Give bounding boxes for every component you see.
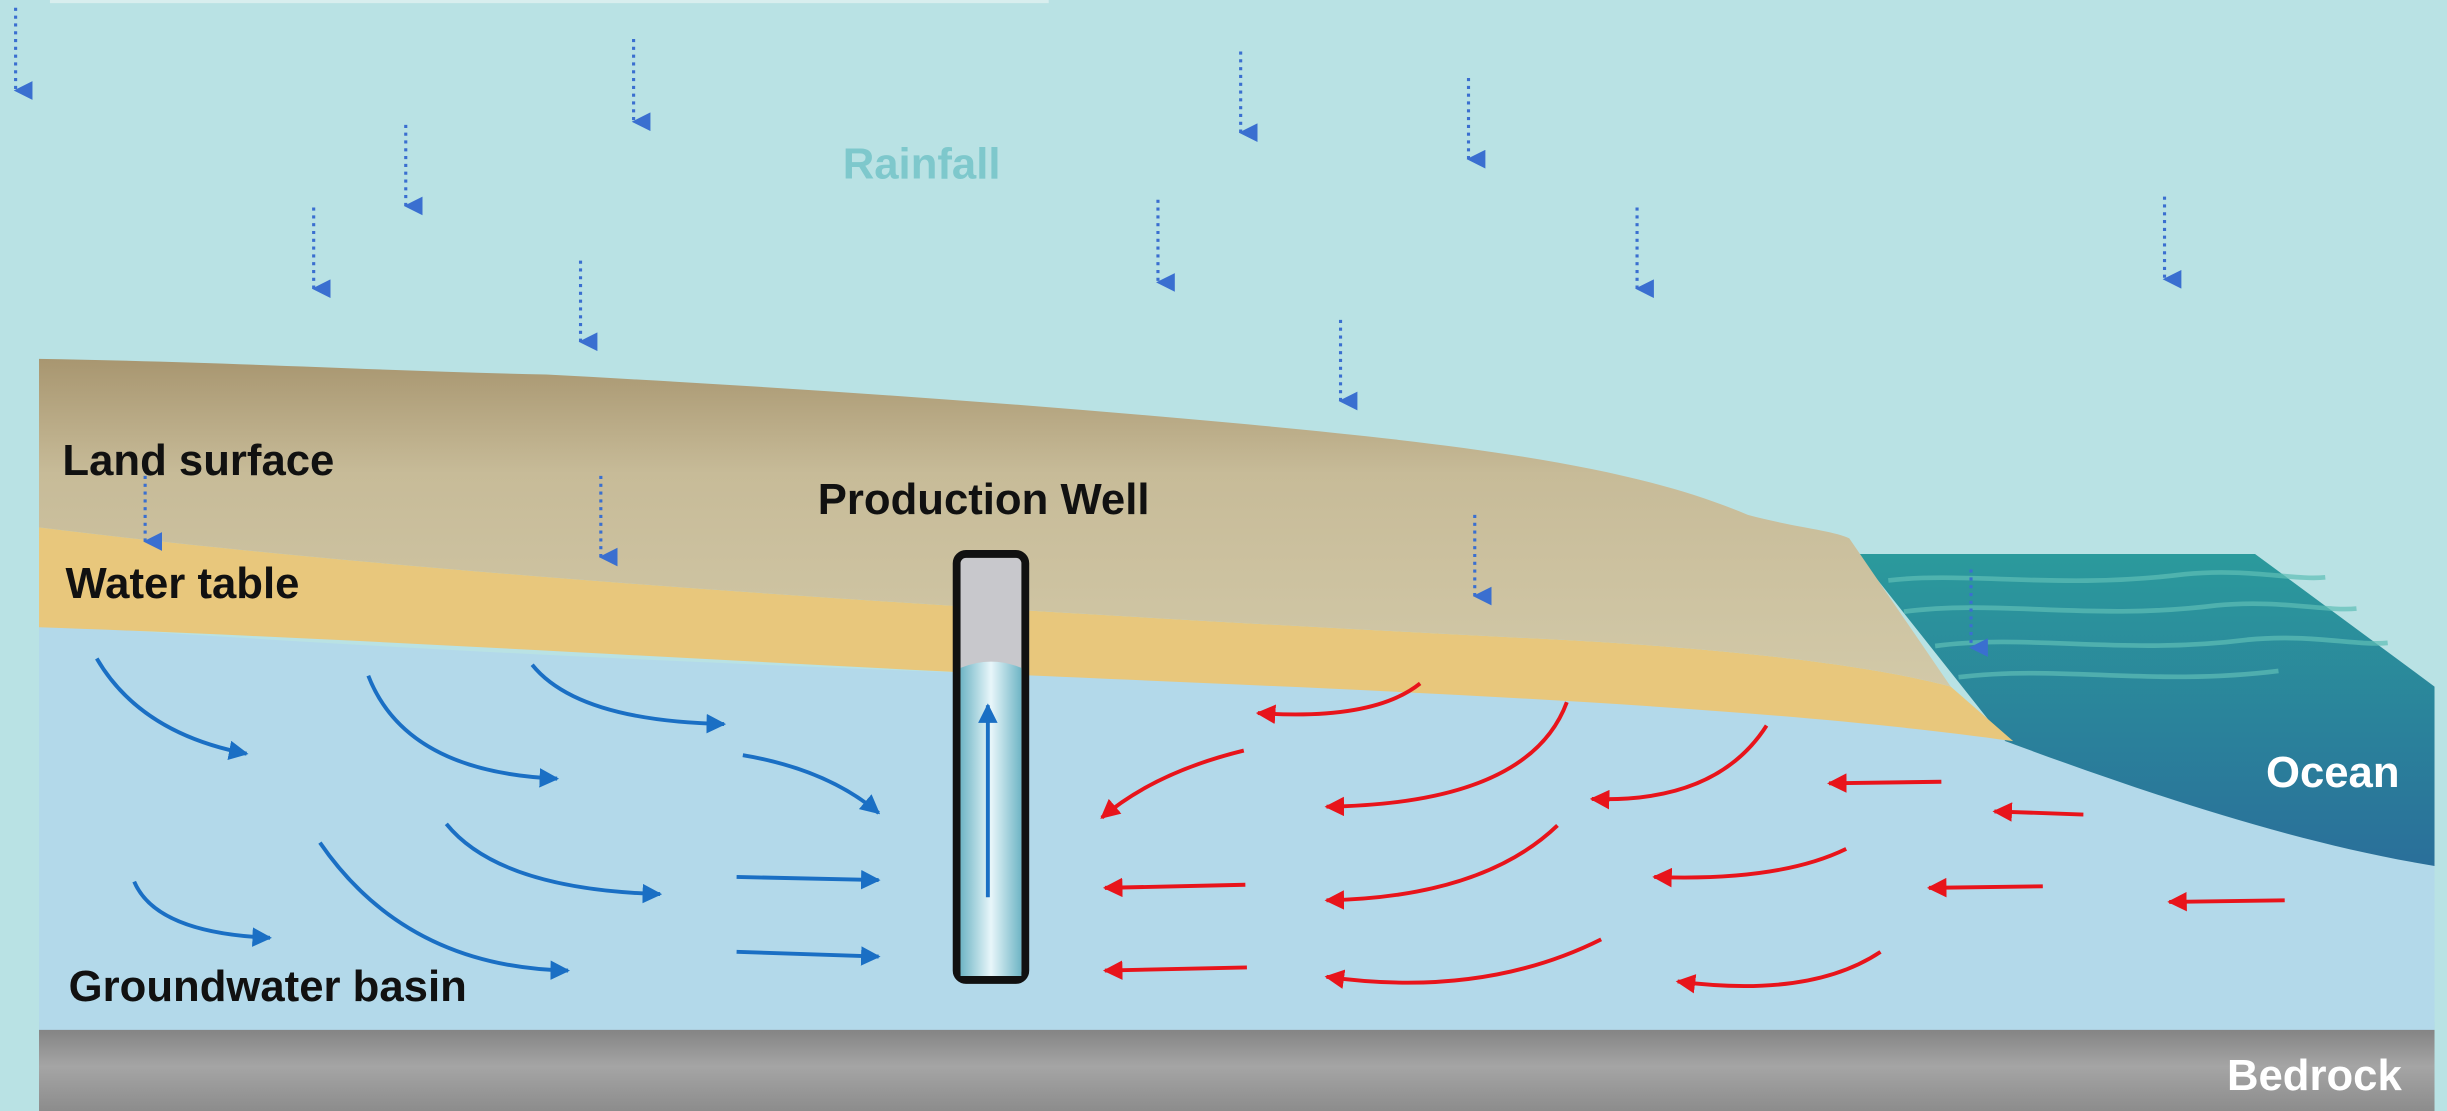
flow-arrow (366, 674, 560, 788)
groundwater (39, 624, 2435, 1030)
intrusion-arrow (1675, 950, 1882, 994)
bedrock (39, 1022, 2435, 1111)
rainfall-label: Rainfall (843, 140, 1001, 189)
production-well (952, 550, 1030, 984)
intrusion-arrow (1100, 748, 1245, 820)
flow-arrow (742, 753, 881, 815)
intrusion-arrow (1324, 824, 1559, 910)
intrusion-arrow (1827, 773, 1942, 793)
flow-arrow (95, 657, 249, 760)
intrusion-arrow (1255, 681, 1422, 725)
land-surface-label: Land surface (62, 436, 334, 485)
land-surface-layer (39, 358, 1951, 687)
flow-arrow (736, 869, 881, 890)
top-strip (49, 0, 1049, 4)
flow-arrow (736, 946, 881, 966)
intrusion-arrow (1589, 724, 1769, 810)
production-well-label: Production Well (818, 475, 1150, 524)
flow-arrow (318, 841, 571, 980)
ocean-label: Ocean (2266, 748, 2400, 797)
intrusion-arrow (1992, 802, 2084, 822)
waves (1888, 570, 2388, 680)
water-table-label: Water table (66, 559, 300, 608)
intrusion-arrow (1102, 877, 1246, 898)
intrusion-arrow (1324, 701, 1569, 817)
intrusion-arrow (1102, 960, 1247, 980)
intrusion-arrow (1652, 847, 1848, 888)
intrusion-arrow (2167, 891, 2285, 912)
bedrock-label: Bedrock (2227, 1051, 2403, 1100)
intrusion-arrow (1324, 937, 1603, 989)
flow-arrow (132, 880, 272, 947)
intrusion-arrow (1926, 877, 2043, 898)
arrows (13, 7, 2285, 994)
groundwater-basin-label: Groundwater basin (69, 962, 467, 1011)
ocean (1857, 553, 2435, 867)
flow-arrow (444, 822, 663, 904)
flow-arrow (530, 663, 727, 734)
